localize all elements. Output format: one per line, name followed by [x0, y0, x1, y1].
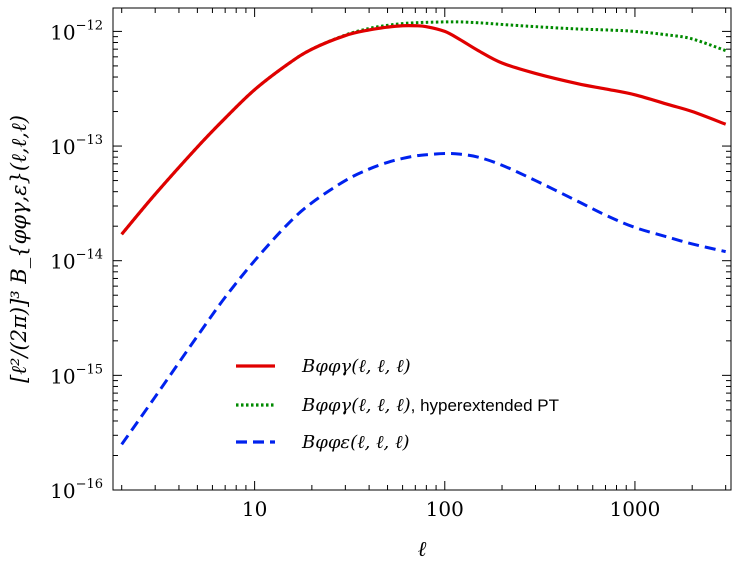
- series-line-dotted: [120, 20, 727, 236]
- legend-label: Bφφε(ℓ, ℓ, ℓ): [301, 432, 410, 453]
- x-tick-label: 10: [242, 497, 267, 521]
- x-tick-label: 1000: [609, 497, 660, 521]
- x-axis-label: ℓ: [418, 537, 427, 561]
- y-tick-label: 10−12: [50, 18, 103, 44]
- x-tick-label: 100: [426, 497, 464, 521]
- legend-label: Bφφγ(ℓ, ℓ, ℓ), hyperextended PT: [301, 395, 559, 416]
- series-group: [120, 20, 727, 446]
- y-tick-label: 10−14: [50, 248, 103, 274]
- tick-label-group: 10 100 1000 10−16 10−15 10−14 10−13 10−12: [50, 18, 660, 521]
- y-axis-label: [ℓ²/(2π)]³ B_{φφγ,ε}(ℓ,ℓ,ℓ): [7, 115, 31, 383]
- series-line-dashed: [120, 152, 727, 446]
- series-line-solid: [120, 24, 727, 236]
- y-tick-label: 10−16: [50, 477, 103, 503]
- legend-label: Bφφγ(ℓ, ℓ, ℓ): [301, 356, 411, 377]
- legend: Bφφγ(ℓ, ℓ, ℓ) Bφφγ(ℓ, ℓ, ℓ), hyperextende…: [236, 356, 559, 453]
- tick-group: [113, 8, 731, 491]
- y-tick-label: 10−13: [50, 133, 103, 159]
- plot-frame: [112, 7, 732, 491]
- y-tick-label: 10−15: [50, 362, 103, 388]
